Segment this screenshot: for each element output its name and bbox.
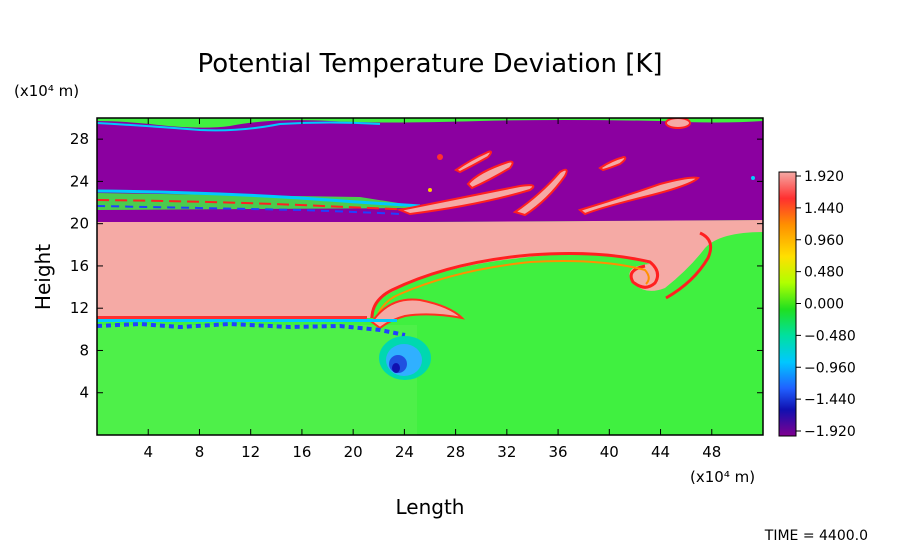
x-tick-label: 16	[292, 443, 311, 461]
filament-3	[466, 160, 514, 190]
y-tick-label: 16	[70, 257, 89, 275]
y-tick-label: 12	[70, 299, 89, 317]
time-label: TIME = 4400.0	[764, 528, 868, 544]
y-tick-label: 8	[79, 341, 89, 359]
x-tick-label: 24	[395, 443, 414, 461]
x-unit-label: (x10⁴ m)	[690, 468, 755, 486]
outer-fringe	[665, 231, 713, 300]
colorbar-tick-label: −1.440	[804, 392, 856, 408]
x-ticks: 4 8 12 16 20 24 28 32 36 40 44 48	[143, 118, 721, 461]
filament-1	[396, 184, 535, 216]
x-tick-label: 20	[344, 443, 363, 461]
region-middle-layer	[97, 220, 763, 318]
x-tick-label: 8	[195, 443, 205, 461]
filament-2	[512, 168, 568, 217]
y-tick-label: 28	[70, 130, 89, 148]
y-tick-label: 4	[79, 384, 89, 402]
boundary-band-blue	[97, 205, 401, 215]
x-tick-label: 36	[549, 443, 568, 461]
wave-front-orange	[377, 260, 650, 315]
x-tick-label: 32	[497, 443, 516, 461]
boundary-band-red	[97, 199, 421, 211]
colorbar	[778, 171, 797, 437]
colorbar-tick-label: 0.480	[804, 265, 844, 281]
y-ticks: 4 8 12 16 20 24 28	[70, 130, 763, 402]
x-tick-label: 44	[651, 443, 670, 461]
lower-fringe-red	[97, 316, 367, 319]
filament-4	[454, 150, 492, 174]
boundary-band-cyan	[97, 189, 421, 208]
y-unit-label: (x10⁴ m)	[14, 82, 79, 100]
interface-band	[97, 222, 763, 225]
x-tick-label: 40	[600, 443, 619, 461]
filament-6	[598, 155, 627, 172]
spot-2	[428, 188, 432, 192]
colorbar-tick-label: 0.960	[804, 233, 844, 249]
colorbar-tick-label: 0.000	[804, 297, 844, 313]
colorbar-tick-label: −0.960	[804, 360, 856, 376]
spot-1	[437, 154, 443, 160]
filament-5	[577, 176, 700, 216]
colorbar-tick-label: 1.920	[804, 169, 844, 185]
y-axis-label: Height	[31, 244, 55, 310]
x-tick-label: 48	[702, 443, 721, 461]
plot-frame	[96, 117, 764, 436]
lower-fringe-cyan	[97, 319, 397, 322]
x-axis-label: Length	[396, 495, 465, 519]
colorbar-tick-label: −1.920	[804, 424, 856, 440]
colorbar-ticks: 1.920 1.440 0.960 0.480 0.000 −0.480 −0.960 −1.…	[796, 169, 856, 440]
colorbar-tick-label: −0.480	[804, 328, 856, 344]
eddy-core	[392, 363, 400, 373]
colorbar-tick-label: 1.440	[804, 201, 844, 217]
x-tick-label: 28	[446, 443, 465, 461]
x-tick-label: 4	[143, 443, 153, 461]
chart-title: Potential Temperature Deviation [K]	[197, 49, 662, 79]
lower-fringe-blue	[97, 321, 406, 337]
spot-3	[751, 176, 755, 180]
boundary-band-green	[97, 193, 430, 210]
top-spot	[665, 118, 691, 129]
region-lower-wash	[97, 325, 417, 435]
top-edge-wave	[97, 118, 763, 128]
y-tick-label: 20	[70, 215, 89, 233]
x-tick-label: 12	[241, 443, 260, 461]
top-edge-cyan	[97, 121, 381, 132]
y-tick-label: 24	[70, 172, 89, 190]
heatmap-field	[97, 118, 763, 435]
wave-front-red	[370, 252, 660, 319]
